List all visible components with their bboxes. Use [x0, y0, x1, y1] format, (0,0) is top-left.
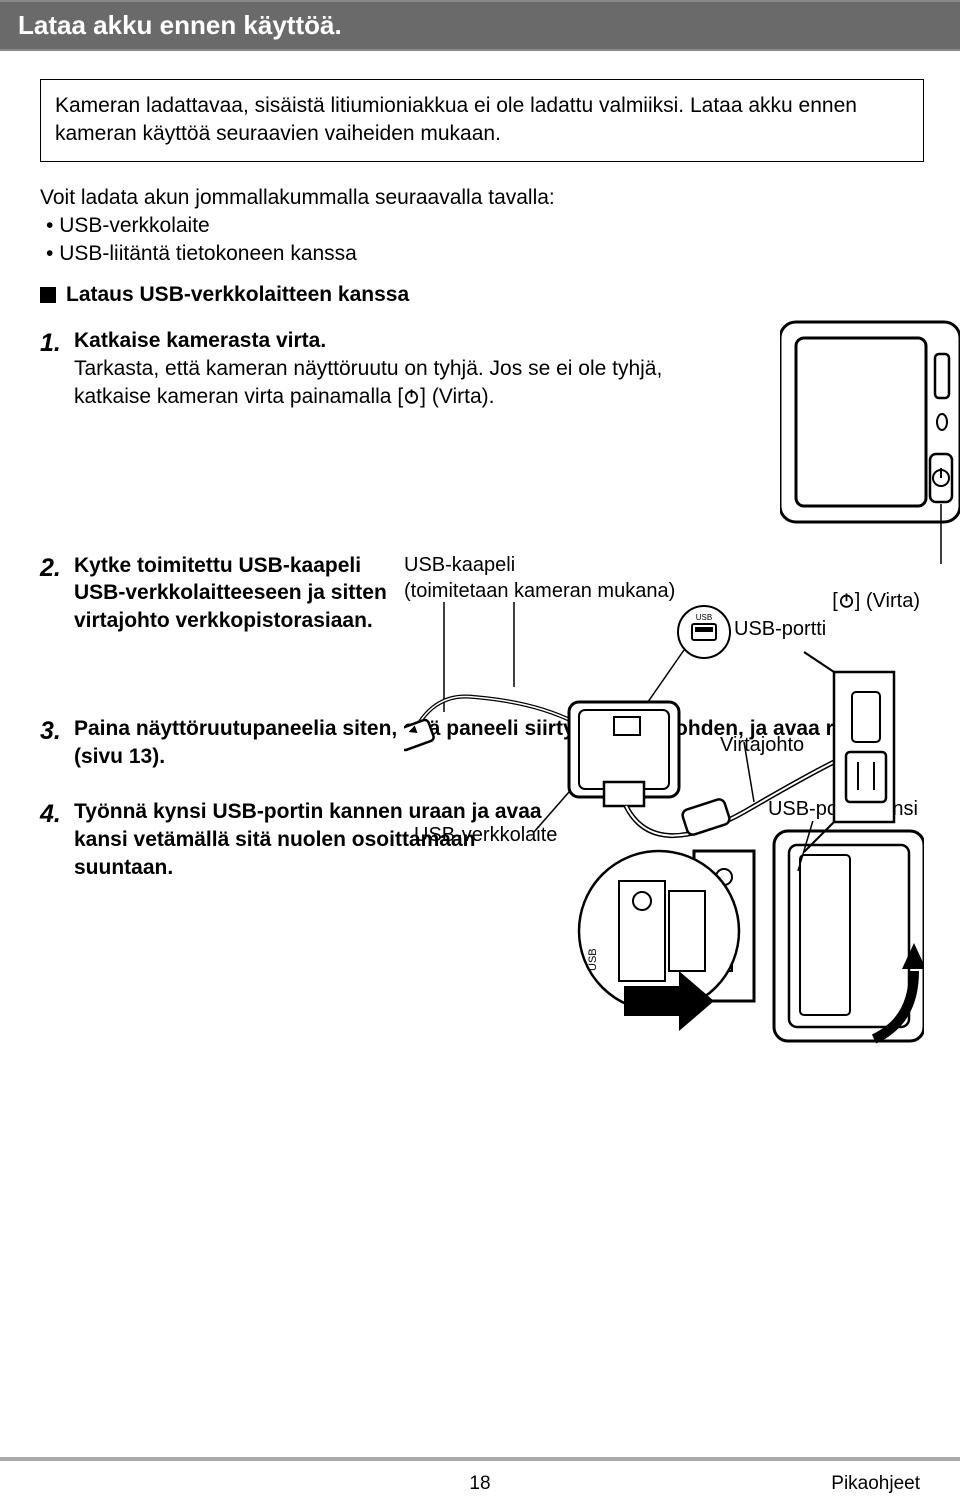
- note-box: Kameran ladattavaa, sisäistä litiumionia…: [40, 79, 924, 162]
- step1-title: Katkaise kamerasta virta.: [74, 327, 674, 355]
- step2-text: Kytke toimitettu USB-kaapeli USB-verkkol…: [74, 552, 404, 635]
- step1-body-a: Tarkasta, että kameran näyttöruutu on ty…: [74, 357, 662, 408]
- page-header: Lataa akku ennen käyttöä.: [0, 0, 960, 51]
- usb-cable-label-1: USB-kaapeli: [404, 552, 924, 578]
- step2-illustration-area: USB-kaapeli (toimitetaan kameran mukana)…: [404, 552, 924, 635]
- intro-bullets: USB-verkkolaite USB-liitäntä tietokoneen…: [46, 212, 924, 269]
- bullet-item: USB-verkkolaite: [46, 212, 924, 240]
- footer-rule: [0, 1457, 960, 1461]
- step-number: 3.: [40, 715, 74, 772]
- svg-text:USB: USB: [587, 948, 599, 971]
- step-number: 1.: [40, 327, 74, 412]
- page-number: 18: [0, 1473, 960, 1495]
- footer-section-label: Pikaohjeet: [831, 1473, 920, 1495]
- header-title: Lataa akku ennen käyttöä.: [18, 10, 342, 40]
- square-bullet-icon: [40, 287, 56, 303]
- intro-block: Voit ladata akun jommallakummalla seuraa…: [40, 184, 924, 269]
- charging-diagram: USB: [404, 582, 914, 882]
- section-heading: Lataus USB-verkkolaitteen kanssa: [40, 283, 924, 307]
- section-title: Lataus USB-verkkolaitteen kanssa: [66, 283, 409, 307]
- power-icon: [403, 388, 420, 405]
- step-number: 2.: [40, 552, 74, 635]
- svg-text:USB: USB: [696, 613, 712, 622]
- bullet-item: USB-liitäntä tietokoneen kanssa: [46, 240, 924, 268]
- intro-lead: Voit ladata akun jommallakummalla seuraa…: [40, 184, 924, 212]
- camera-corner-illustration: [780, 308, 960, 578]
- step1-body-b: ] (Virta).: [420, 385, 494, 408]
- step-number: 4.: [40, 798, 74, 1056]
